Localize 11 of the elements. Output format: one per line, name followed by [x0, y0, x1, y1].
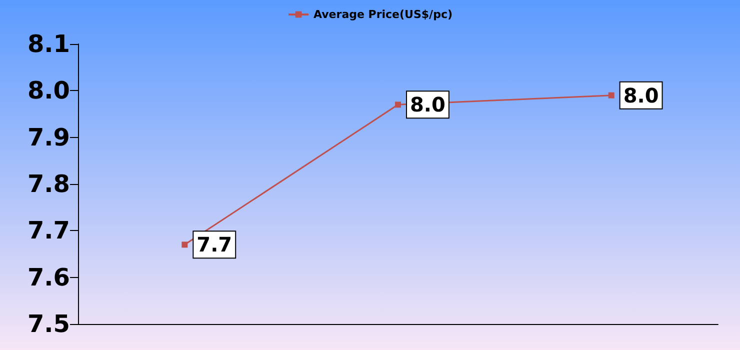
data-label: 7.7: [196, 232, 232, 257]
text: 7.9: [27, 123, 70, 152]
text: 7.8: [27, 170, 70, 198]
text: 8.0: [27, 76, 70, 105]
text: 8.1: [27, 30, 70, 58]
text: 7.6: [27, 263, 70, 292]
data-label: 8.0: [410, 92, 446, 117]
text: 7.7: [27, 216, 70, 245]
text: 7.5: [27, 310, 70, 338]
data-label: 8.0: [623, 83, 659, 108]
legend-label: Average Price(US$/pc): [314, 8, 452, 21]
